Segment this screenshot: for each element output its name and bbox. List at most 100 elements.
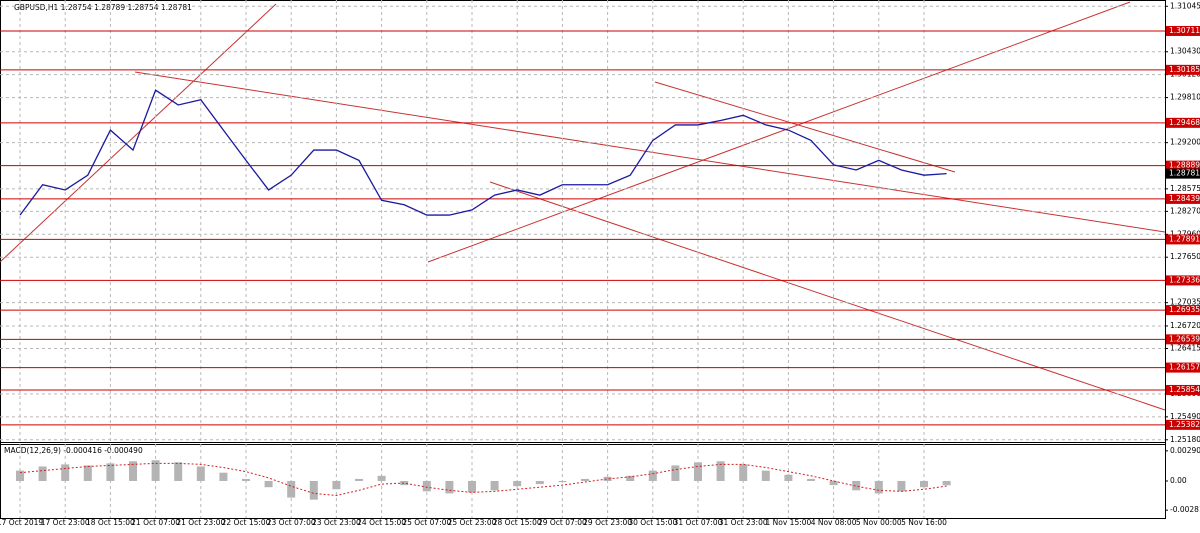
macd-bar (897, 480, 906, 492)
level-tag (1166, 117, 1200, 128)
price-line (19, 89, 947, 216)
trend-lines (0, 1, 1166, 411)
level-label: 1.28439 (1169, 194, 1200, 203)
x-tick-label: 22 Oct 15:00 (222, 518, 271, 527)
y-tick-label: 1.28575 (1170, 184, 1200, 193)
x-tick-label: 21 Oct 23:00 (176, 518, 225, 527)
macd-bar (355, 478, 363, 481)
x-tick-label: 31 Oct 23:00 (719, 518, 768, 527)
macd-bar (129, 461, 137, 481)
macd-bar (807, 478, 815, 481)
trend-line (654, 81, 956, 173)
macd-bar (626, 475, 635, 481)
macd-bar (242, 478, 250, 481)
x-tick-label: 4 Nov 08:00 (811, 518, 857, 527)
macd-bar (83, 465, 92, 481)
macd-bar (38, 466, 47, 481)
level-label: 1.26539 (1169, 334, 1200, 343)
level-tag (1166, 25, 1200, 36)
macd-bar (784, 474, 793, 481)
macd-bar (16, 470, 24, 481)
macd-bar (852, 480, 861, 491)
macd-bar (332, 480, 341, 490)
y-tick-label: 1.25180 (1170, 435, 1200, 444)
macd-bar (761, 470, 770, 481)
macd-bar (829, 480, 838, 486)
indicator-title: MACD(12,26,9) -0.000416 -0.000490 (4, 446, 143, 455)
level-label: 1.26157 (1169, 363, 1200, 372)
y-tick-label: 1.27035 (1170, 298, 1200, 307)
level-tag (1166, 305, 1200, 316)
current-price-tag (1166, 168, 1200, 179)
level-tag (1166, 193, 1200, 204)
macd-bar (196, 466, 205, 481)
macd-bar (468, 480, 476, 493)
macd-bar (61, 464, 70, 481)
level-label: 1.27336 (1169, 275, 1200, 284)
macd-bar (874, 480, 883, 494)
macd-bar (445, 480, 454, 494)
x-tick-label: 29 Oct 07:00 (538, 518, 587, 527)
level-label: 1.30185 (1169, 65, 1200, 74)
x-tick-label: 5 Nov 00:00 (856, 518, 902, 527)
y-tick-label: -0.002815 (1170, 505, 1200, 514)
y-tick-label: 1.27650 (1170, 252, 1200, 261)
macd-bar (400, 480, 409, 486)
x-tick-label: 17 Oct 23:00 (41, 518, 90, 527)
level-tag (1166, 64, 1200, 75)
level-tag (1166, 234, 1200, 245)
x-tick-label: 25 Oct 23:00 (448, 518, 497, 527)
level-label: 1.25382 (1169, 420, 1200, 429)
level-label: 1.27891 (1169, 234, 1200, 243)
y-tick-label: 0.002907 (1170, 446, 1200, 455)
plot-frame (0, 0, 1166, 519)
y-tick-label: 1.29810 (1170, 93, 1200, 102)
x-tick-label: 17 Oct 2019 (0, 518, 43, 527)
macd-bar (513, 480, 522, 487)
x-tick-label: 21 Oct 07:00 (131, 518, 180, 527)
signal-line (19, 462, 947, 497)
level-tag (1166, 362, 1200, 373)
current-price-label: 1.28781 (1169, 169, 1200, 178)
macd-bar (942, 480, 951, 486)
macd-bar (671, 465, 680, 481)
level-tag (1166, 384, 1200, 395)
macd-bar (716, 461, 725, 481)
level-label: 1.28889 (1169, 161, 1200, 170)
macd-bar (264, 480, 273, 488)
macd-bar (377, 475, 386, 481)
level-label: 1.26935 (1169, 305, 1200, 314)
y-tick-label: 1.27960 (1170, 229, 1200, 238)
macd-bar (694, 462, 702, 481)
x-tick-label: 25 Oct 07:00 (402, 518, 451, 527)
x-tick-label: 31 Oct 07:00 (674, 518, 723, 527)
macd-bar (490, 480, 499, 491)
macd-bar (581, 478, 589, 481)
macd-bar (151, 460, 160, 481)
x-tick-label: 30 Oct 15:00 (628, 518, 677, 527)
macd-bar (648, 470, 657, 481)
y-tick-label: 0.00 (1170, 476, 1187, 485)
level-label: 1.25854 (1169, 385, 1200, 394)
x-tick-label: 28 Oct 15:00 (493, 518, 542, 527)
macd-bar (920, 480, 928, 488)
x-tick-label: 24 Oct 15:00 (357, 518, 406, 527)
y-tick-label: 1.31045 (1170, 1, 1200, 10)
level-label: 1.29468 (1169, 118, 1200, 127)
chart-title: GBPUSD,H1 1.28754 1.28789 1.28754 1.2878… (14, 3, 192, 12)
macd-bar (603, 476, 612, 481)
macd-bar (535, 480, 544, 485)
macd-bar (739, 464, 748, 481)
x-tick-label: 5 Nov 16:00 (901, 518, 947, 527)
y-tick-label: 1.26720 (1170, 321, 1200, 330)
x-tick-label: 29 Oct 23:00 (583, 518, 632, 527)
macd-bar (219, 472, 228, 481)
level-tag (1166, 160, 1200, 171)
level-tag (1166, 275, 1200, 286)
x-tick-label: 18 Oct 15:00 (86, 518, 135, 527)
macd-bar (106, 463, 115, 481)
y-tick-label: 1.30430 (1170, 47, 1200, 56)
trend-line (489, 181, 1166, 411)
macd-bar (309, 480, 318, 500)
